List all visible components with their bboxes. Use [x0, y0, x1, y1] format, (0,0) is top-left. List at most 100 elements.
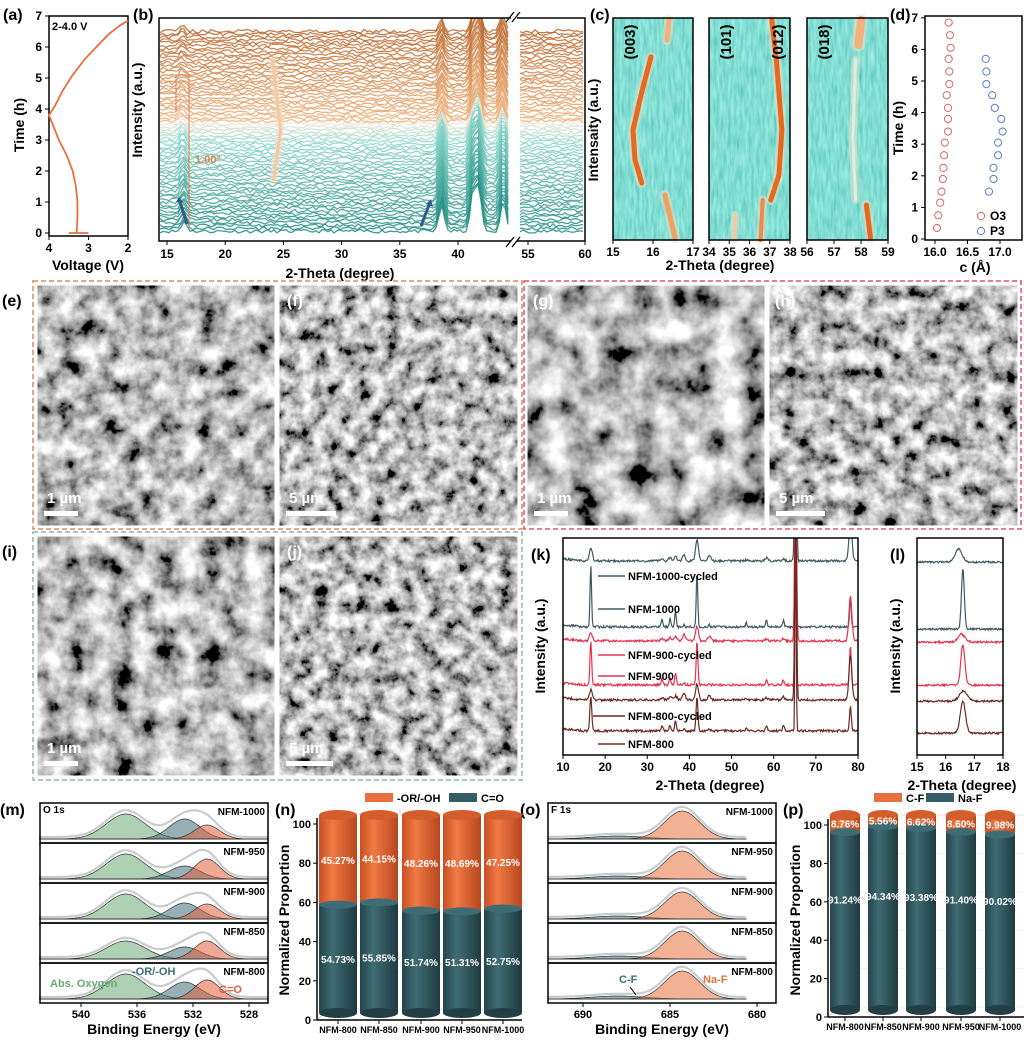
- bar-base: [946, 1005, 976, 1015]
- intensity-band: [851, 58, 858, 202]
- legend-marker: [976, 226, 986, 236]
- x-tick-label: 35: [723, 245, 737, 259]
- shift-annotation-bracket: [175, 74, 190, 228]
- xrd-trace: [519, 34, 584, 40]
- x-tick-label: 16.5: [956, 245, 980, 259]
- panel-c-contour-maps: (c) 15 16 17 34 35 36 37 38 56 57 58 59 (003) (101) (01…: [268, 7, 895, 273]
- x-tick-label: 680: [748, 1009, 766, 1021]
- xrd-trace: [519, 133, 584, 138]
- panel-label-c: (c): [590, 7, 610, 24]
- group-frame-blue: [32, 531, 523, 781]
- xrd-trace: [519, 228, 584, 234]
- xrd-trace: [519, 162, 584, 167]
- x-axis-title: c (Å): [959, 259, 990, 275]
- y-tick-label: 60: [810, 897, 822, 909]
- bar-segment-Na-F: [946, 831, 976, 1010]
- y-tick-label: 0: [305, 1015, 311, 1027]
- panel-label-g: (g): [533, 293, 553, 310]
- legend-label: NFM-900-cycled: [628, 650, 712, 662]
- sample-label: NFM-800: [223, 967, 265, 978]
- legend-label: O3: [990, 209, 1006, 223]
- xrd-trace: [519, 167, 584, 173]
- y-tick-label: 2: [911, 169, 918, 183]
- sem-micrograph: [279, 536, 518, 776]
- xrd-trace: [159, 81, 509, 115]
- xrd-trace: [159, 118, 509, 168]
- xps-spectrum-NFM-850: NFM-850: [39, 922, 269, 964]
- xps-component-C=O: [39, 824, 269, 840]
- data-point-O3: [945, 67, 954, 76]
- bar-top: [906, 810, 936, 820]
- sem-image-f: (f) 5 µm: [278, 284, 519, 527]
- scale-bar-label: 5 µm: [289, 740, 324, 757]
- scale-bar: [44, 511, 78, 516]
- category-label: NFM-950: [443, 1025, 481, 1035]
- xrd-pattern-NFM-1000-cycled: [563, 538, 858, 564]
- intensity-band: [630, 54, 654, 186]
- strip-frame: [39, 962, 269, 1004]
- xrd-trace: [519, 52, 584, 57]
- xrd-trace: [159, 87, 509, 138]
- x-tick-label: 56: [800, 245, 814, 259]
- bar-top: [402, 810, 440, 820]
- xps-envelope: [39, 848, 269, 879]
- sample-label: NFM-950: [223, 847, 265, 858]
- sample-label: NFM-800: [731, 967, 773, 978]
- bar-segment-C-F: [985, 815, 1015, 835]
- xrd-trace: [519, 112, 584, 118]
- value-label: 54.73%: [321, 955, 355, 966]
- x-axis-title: 2-Theta (degree): [908, 777, 1017, 793]
- panel-label-l: (l): [890, 547, 905, 564]
- xps-spectrum-NFM-800: NFM-800: [39, 962, 269, 1004]
- x-axis-title: 2-Theta (degree): [666, 257, 775, 273]
- y-tick-label: 40: [810, 935, 822, 947]
- panel-k-xrd: (k) 10 20 30 40 50 60 70 80 NFM-1000-cycled NFM-10…: [531, 537, 865, 793]
- bar-base: [868, 1005, 898, 1015]
- legend-label: -OR/-OH: [397, 793, 440, 805]
- legend: -OR/-OH C=O: [365, 793, 504, 805]
- y-axis-title: Normalized Proportion: [276, 845, 292, 996]
- xrd-trace: [159, 30, 509, 60]
- xrd-trace: [159, 90, 509, 121]
- sem-image-e: (e) 1 µm: [2, 284, 276, 527]
- data-point-O3: [936, 198, 945, 207]
- xrd-trace: [519, 107, 584, 112]
- xrd-trace: [159, 37, 509, 69]
- x-axis-title: 2-Theta (degree): [656, 777, 765, 793]
- bar-base: [402, 1008, 440, 1018]
- x-tick-label: 540: [72, 1009, 90, 1021]
- y-axis-title: Time (h): [890, 101, 906, 155]
- y-tick-label: 20: [810, 974, 822, 986]
- panel-o-f1s-xps: (o) NFM-1000 NFM-950 NFM-900 NFM-850 NFM-800 F…: [520, 802, 777, 1037]
- sample-label: NFM-900: [223, 887, 265, 898]
- xrd-trace: [519, 188, 584, 194]
- xrd-pattern-NFM-900-cycled: [563, 538, 858, 644]
- xps-envelope: [548, 886, 746, 919]
- bar-segment--OR/-OH: [484, 815, 522, 909]
- category-label: NFM-800: [319, 1025, 357, 1035]
- plot-frame: [806, 17, 889, 241]
- xrd-trace: [519, 173, 584, 179]
- bar-segment--OR/-OH: [402, 815, 440, 911]
- xps-envelope: [548, 965, 746, 999]
- xrd-trace: [159, 153, 509, 202]
- sem-micrograph: [37, 285, 275, 526]
- value-label: 94.34%: [866, 892, 900, 903]
- intensity-band: [664, 17, 672, 43]
- scale-bar: [776, 511, 825, 516]
- segment-joint: [402, 906, 440, 915]
- arrow-icon: [419, 204, 431, 227]
- xrd-trace: [519, 75, 584, 80]
- xrd-trace: [159, 128, 509, 179]
- xrd-trace: [159, 87, 509, 136]
- panel-label: (m): [0, 802, 25, 819]
- xrd-trace: [159, 119, 509, 171]
- axis-break: [511, 12, 517, 247]
- x-tick-label: 37: [763, 245, 777, 259]
- panel-label-i: (i): [2, 544, 17, 561]
- x-tick-label: 20: [219, 247, 233, 261]
- xrd-trace: [159, 87, 509, 118]
- bar-NFM-1000: 52.75% 47.25% NFM-1000: [482, 810, 524, 1035]
- y-tick-label: 80: [810, 858, 822, 870]
- contour-map-1: 15 16 17: [606, 15, 700, 259]
